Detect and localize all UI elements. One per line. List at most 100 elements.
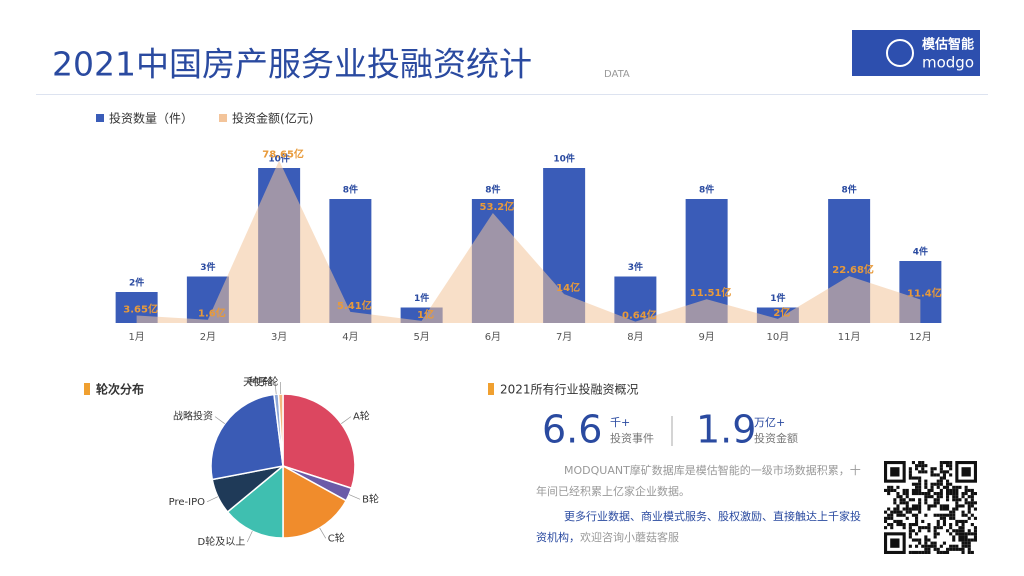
qr-cell xyxy=(908,523,912,527)
qr-cell xyxy=(970,504,974,508)
qr-cell xyxy=(896,492,900,496)
qr-cell xyxy=(915,485,919,489)
x-tick-label: 2月 xyxy=(200,331,216,343)
x-tick-label: 7月 xyxy=(556,331,572,343)
qr-cell xyxy=(955,488,959,492)
qr-cell xyxy=(933,467,937,471)
qr-cell xyxy=(952,547,956,551)
qr-cell xyxy=(964,488,968,492)
qr-cell xyxy=(893,510,897,514)
pie-slice xyxy=(210,393,284,481)
data-label: 22.68亿 xyxy=(832,263,874,276)
divider xyxy=(36,94,988,95)
qr-cell xyxy=(911,476,915,480)
qr-cell xyxy=(887,507,891,511)
paragraph: 更多行业数据、商业模式服务、股权激励、直接触达上千家投资机构，欢迎咨询小蘑菇客服 xyxy=(536,506,866,548)
pie-slice xyxy=(282,393,356,490)
qr-cell xyxy=(942,507,946,511)
qr-cell xyxy=(927,544,931,548)
qr-cell xyxy=(933,482,937,486)
qr-cell xyxy=(936,532,940,536)
qr-cell xyxy=(964,532,968,536)
qr-cell xyxy=(964,538,968,542)
pie-label: Pre-IPO xyxy=(169,497,205,508)
qr-cell xyxy=(905,501,909,505)
qr-cell xyxy=(930,541,934,545)
qr-cell xyxy=(899,510,903,514)
stat-label: 投资事件 xyxy=(610,431,654,445)
qr-cell xyxy=(890,510,894,514)
qr-cell xyxy=(942,516,946,520)
qr-cell xyxy=(955,507,959,511)
qr-cell xyxy=(918,507,922,511)
qr-cell xyxy=(964,535,968,539)
qr-cell xyxy=(933,473,937,477)
qr-cell xyxy=(936,473,940,477)
qr-cell xyxy=(952,513,956,517)
qr-cell xyxy=(964,541,968,545)
qr-cell xyxy=(933,541,937,545)
qr-cell xyxy=(946,504,950,508)
qr-cell xyxy=(967,510,971,514)
qr-cell xyxy=(911,498,915,502)
qr-cell xyxy=(961,495,965,499)
stat-label: 投资金额 xyxy=(754,431,798,445)
qr-cell xyxy=(952,538,956,542)
qr-cell xyxy=(918,461,922,465)
data-label: 10件 xyxy=(268,153,290,165)
qr-finder xyxy=(883,532,906,554)
qr-cell xyxy=(933,492,937,496)
qr-cell xyxy=(936,479,940,483)
qr-cell xyxy=(939,464,943,468)
qr-cell xyxy=(896,519,900,523)
qr-cell xyxy=(939,470,943,474)
qr-cell xyxy=(915,488,919,492)
qr-cell xyxy=(967,538,971,542)
qr-cell xyxy=(924,544,928,548)
qr-cell xyxy=(905,492,909,496)
qr-cell xyxy=(887,488,891,492)
qr-cell xyxy=(924,535,928,539)
qr-cell xyxy=(933,532,937,536)
legend-swatch xyxy=(219,114,228,122)
qr-cell xyxy=(915,492,919,496)
qr-cell xyxy=(918,538,922,542)
qr-cell xyxy=(949,526,953,530)
qr-cell xyxy=(896,507,900,511)
qr-cell xyxy=(955,544,959,548)
qr-cell xyxy=(958,485,962,489)
qr-cell xyxy=(973,538,977,542)
qr-cell xyxy=(961,523,965,527)
qr-cell xyxy=(884,510,888,514)
qr-cell xyxy=(893,507,897,511)
pie-slice xyxy=(226,464,284,539)
qr-cell xyxy=(955,498,959,502)
qr-cell xyxy=(911,488,915,492)
qr-cell xyxy=(946,488,950,492)
qr-cell xyxy=(961,547,965,551)
qr-cell xyxy=(927,523,931,527)
qr-cell xyxy=(887,523,891,527)
qr-cell xyxy=(908,526,912,530)
logo-en: modgo xyxy=(922,54,974,72)
qr-cell xyxy=(949,488,953,492)
qr-cell xyxy=(955,504,959,508)
pie-label: B轮 xyxy=(362,492,379,505)
qr-cell xyxy=(961,513,965,517)
qr-cell xyxy=(915,523,919,527)
qr-cell xyxy=(952,535,956,539)
qr-cell xyxy=(949,544,953,548)
qr-cell xyxy=(967,544,971,548)
legend-swatch xyxy=(96,114,104,122)
qr-cell xyxy=(936,495,940,499)
qr-cell xyxy=(970,550,974,554)
paragraph: MODQUANT摩矿数据库是模估智能的一级市场数据积累，十年间已经积累上亿家企业… xyxy=(536,464,861,498)
qr-cell xyxy=(967,507,971,511)
leader-line xyxy=(214,416,225,424)
qr-cell xyxy=(921,519,925,523)
qr-cell xyxy=(952,485,956,489)
data-label: 1亿 xyxy=(417,308,434,321)
qr-cell xyxy=(939,504,943,508)
qr-cell xyxy=(930,504,934,508)
qr-cell xyxy=(939,482,943,486)
